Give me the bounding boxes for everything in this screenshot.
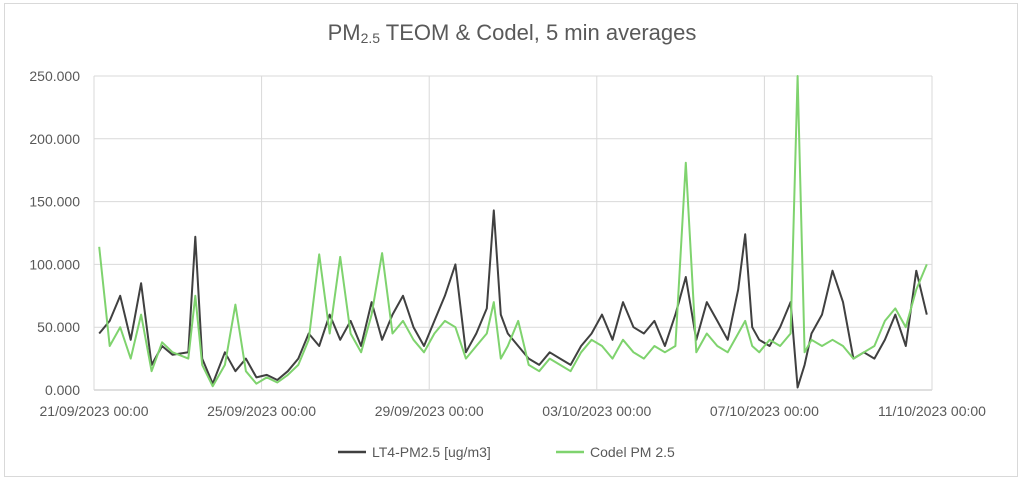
chart-title-suffix: TEOM & Codel, 5 min averages [380, 20, 697, 45]
legend: LT4-PM2.5 [ug/m3] Codel PM 2.5 [338, 444, 675, 460]
legend-label: LT4-PM2.5 [ug/m3] [372, 444, 491, 460]
y-tick-label: 100.000 [29, 256, 80, 272]
x-axis-tick-labels: 21/09/2023 00:00 25/09/2023 00:00 29/09/20… [40, 403, 987, 419]
y-tick-label: 50.000 [37, 319, 80, 335]
x-tick-label: 11/10/2023 00:00 [878, 403, 986, 419]
series-line-codel-pm25 [98, 75, 928, 388]
chart-title: PM2.5 TEOM & Codel, 5 min averages [0, 20, 1024, 46]
legend-label: Codel PM 2.5 [590, 444, 675, 460]
y-tick-label: 250.000 [29, 68, 80, 84]
x-tick-label: 07/10/2023 00:00 [710, 403, 819, 419]
x-tick-label: 29/09/2023 00:00 [375, 403, 484, 419]
x-tick-label: 03/10/2023 00:00 [542, 403, 651, 419]
y-axis-tick-labels: 0.000 50.000 100.000 150.000 200.000 250.000 [29, 68, 80, 398]
y-tick-label: 150.000 [29, 194, 80, 210]
x-tick-label: 21/09/2023 00:00 [40, 403, 149, 419]
chart-area [4, 3, 1018, 477]
y-tick-label: 0.000 [45, 382, 80, 398]
series-lines [98, 75, 928, 389]
grid-lines [93, 75, 933, 391]
chart-title-prefix: PM [327, 20, 361, 45]
y-tick-label: 200.000 [29, 131, 80, 147]
series-line-lt4-pm25 [98, 209, 928, 389]
x-tick-label: 25/09/2023 00:00 [207, 403, 316, 419]
chart-title-subscript: 2.5 [360, 30, 381, 46]
